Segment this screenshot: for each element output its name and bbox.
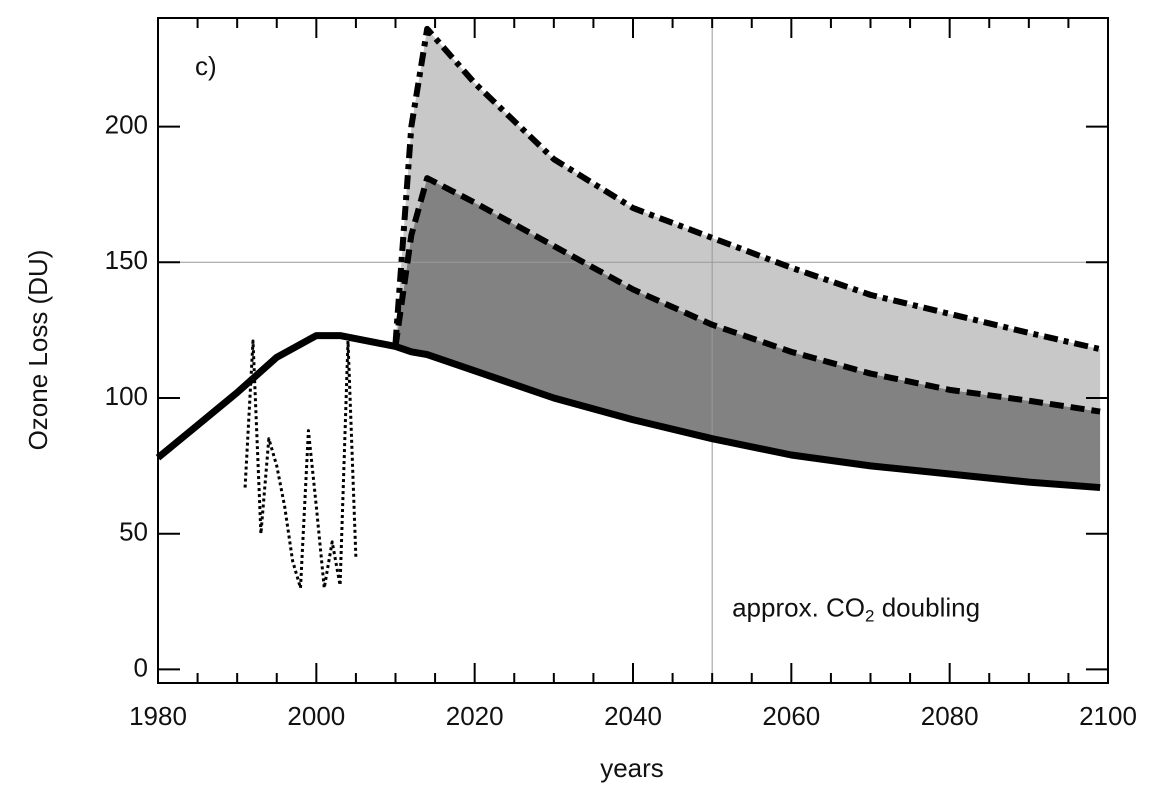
y-tick-label: 150 (105, 245, 148, 275)
y-tick-label: 200 (105, 109, 148, 139)
y-tick-label: 100 (105, 381, 148, 411)
x-tick-label: 2060 (762, 701, 820, 731)
x-tick-label: 1980 (129, 701, 187, 731)
annotation: approx. CO2 doubling (732, 593, 980, 627)
series-line (155, 332, 1101, 492)
series-line (243, 339, 358, 590)
annotation-suffix: doubling (875, 593, 981, 623)
band-area (395, 28, 1101, 412)
x-tick-label: 2080 (921, 701, 979, 731)
y-axis-label: Ozone Loss (DU) (23, 250, 53, 451)
series-line (392, 25, 1101, 353)
y-tick-label: 0 (134, 652, 148, 682)
panel-label: c) (195, 51, 217, 81)
x-tick-label: 2020 (446, 701, 504, 731)
y-tick-label: 50 (119, 517, 148, 547)
x-tick-label: 2040 (604, 701, 662, 731)
band-area (395, 178, 1101, 488)
x-axis-label: years (600, 753, 664, 783)
x-tick-label: 2000 (287, 701, 345, 731)
x-tick-label: 2100 (1079, 701, 1137, 731)
annotation-subscript: 2 (865, 607, 874, 626)
series-line (392, 175, 1101, 415)
